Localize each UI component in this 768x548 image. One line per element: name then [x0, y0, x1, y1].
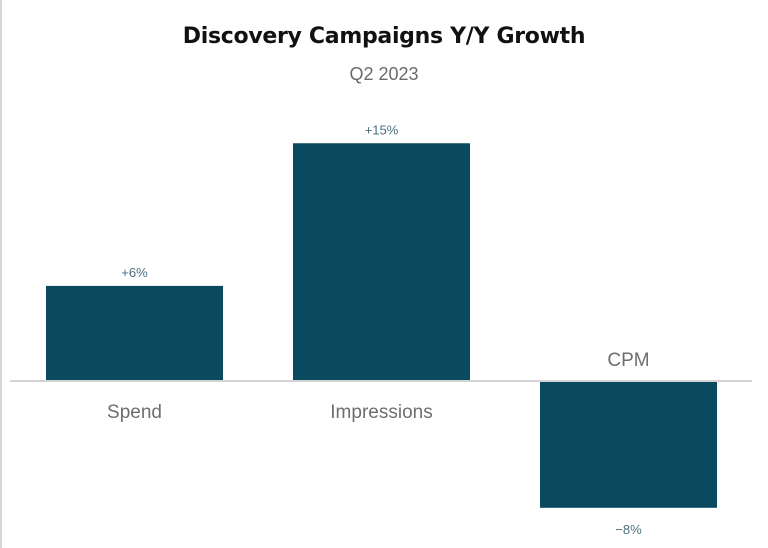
category-label: CPM: [607, 350, 649, 371]
category-label: Impressions: [330, 402, 432, 423]
bar-spend: [46, 285, 223, 381]
chart-subtitle: Q2 2023: [349, 64, 419, 84]
data-label: +15%: [365, 122, 399, 137]
chart-title: Discovery Campaigns Y/Y Growth: [182, 24, 586, 49]
data-label: +6%: [121, 265, 148, 280]
category-label: Spend: [107, 402, 162, 423]
bar-impressions: [293, 143, 470, 381]
bar-cpm: [540, 381, 717, 508]
data-label: −8%: [615, 522, 642, 537]
